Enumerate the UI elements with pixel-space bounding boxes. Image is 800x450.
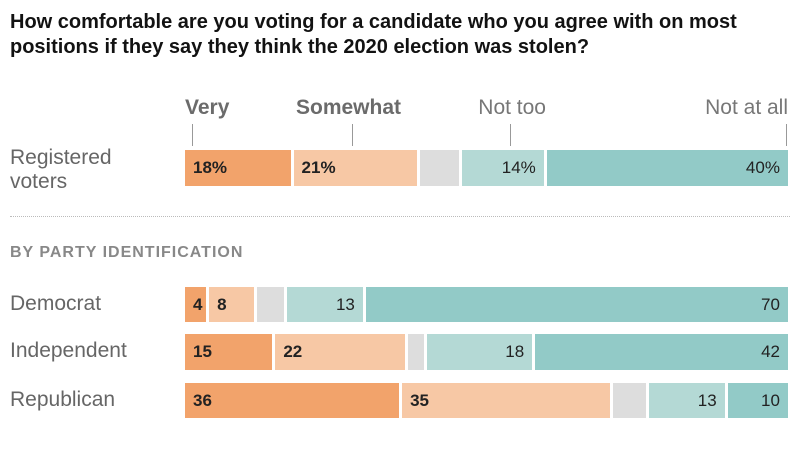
data-label: 22 xyxy=(283,342,303,361)
bar-segment-not-at-all: 42 xyxy=(535,334,788,370)
legend-somewhat: Somewhat xyxy=(296,96,402,119)
bar-registered-voters: 18% 21% 14% 40% xyxy=(185,150,788,186)
data-label: 40% xyxy=(745,158,780,177)
data-label: 42 xyxy=(761,342,780,361)
data-label: 4 xyxy=(193,294,203,314)
row-label-registered-voters: Registered voters xyxy=(10,146,112,193)
bar-independent: 15 22 18 42 xyxy=(185,334,788,370)
legend-tick xyxy=(786,124,787,146)
bar-segment-not-too: 13 xyxy=(287,287,366,322)
bar-segment-very: 4 xyxy=(185,287,210,322)
divider xyxy=(10,216,790,217)
row-label-independent: Independent xyxy=(10,339,127,362)
data-label: 18% xyxy=(193,158,228,177)
bar-segment-unlabeled xyxy=(613,383,650,418)
data-label: 36 xyxy=(193,390,212,410)
bar-segment-somewhat: 21% xyxy=(293,150,421,186)
data-label: 35 xyxy=(410,390,429,410)
legend-tick xyxy=(352,124,353,146)
bar-segment-not-at-all: 70 xyxy=(365,287,788,322)
legend-not-too: Not too xyxy=(478,96,546,119)
row-label-democrat: Democrat xyxy=(10,292,102,315)
data-label: 13 xyxy=(335,294,355,314)
bar-segment-not-too: 14% xyxy=(462,150,547,186)
data-label: 21% xyxy=(301,158,336,177)
bar-segment-somewhat: 8 xyxy=(209,287,258,322)
data-label: 13 xyxy=(697,390,717,410)
bar-segment-not-at-all: 40% xyxy=(546,150,788,186)
bar-segment-not-too: 13 xyxy=(649,383,728,418)
bar-segment-unlabeled xyxy=(407,334,427,370)
bar-segment-not-too: 18 xyxy=(426,334,536,370)
legend-tick xyxy=(510,124,511,146)
section-title: BY PARTY IDENTIFICATION xyxy=(10,244,244,261)
data-label: 10 xyxy=(761,390,780,410)
data-label: 70 xyxy=(761,294,780,314)
row-label-republican: Republican xyxy=(10,388,116,411)
bar-segment-very: 36 xyxy=(185,383,403,418)
bar-segment-unlabeled xyxy=(420,150,463,186)
bar-segment-not-at-all: 10 xyxy=(727,383,788,418)
legend-very: Very xyxy=(185,96,230,119)
data-label: 18 xyxy=(505,342,525,361)
bar-segment-somewhat: 22 xyxy=(275,334,408,370)
chart-title: How comfortable are you voting for a can… xyxy=(10,11,737,58)
bar-segment-very: 18% xyxy=(185,150,294,186)
legend-tick xyxy=(192,124,193,146)
bar-republican: 36 35 13 10 xyxy=(185,383,788,418)
bar-segment-somewhat: 35 xyxy=(402,383,614,418)
bar-democrat: 4 8 13 70 xyxy=(185,287,788,322)
data-label: 14% xyxy=(501,158,536,177)
bar-segment-unlabeled xyxy=(257,287,288,322)
bar-segment-very: 15 xyxy=(185,334,276,370)
data-label: 15 xyxy=(193,342,212,361)
data-label: 8 xyxy=(217,294,227,314)
legend-not-at-all: Not at all xyxy=(705,96,788,119)
